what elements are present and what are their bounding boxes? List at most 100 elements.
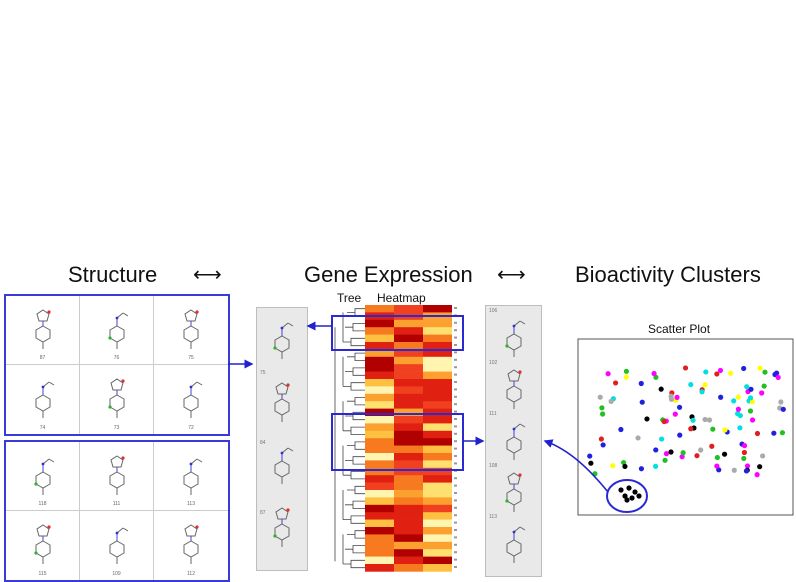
cluster-point <box>636 493 642 499</box>
scatter-point <box>592 471 598 477</box>
scatter-point <box>694 453 700 459</box>
row-label-tick <box>454 536 457 539</box>
heatmap-cell <box>365 438 394 446</box>
scatter-point <box>747 395 754 401</box>
scatter-point <box>703 369 709 375</box>
scatter-point <box>605 371 611 377</box>
heatmap-cell <box>365 512 394 520</box>
heatmap-cell <box>365 305 394 313</box>
heatmap-cell <box>394 438 423 446</box>
row-label-tick <box>454 432 457 435</box>
scatter-point <box>680 450 686 456</box>
compound-id: 87 <box>39 355 46 361</box>
scatter-point <box>588 460 594 466</box>
heatmap-cell <box>423 393 452 402</box>
scatter-plot <box>577 338 794 516</box>
scatter-point <box>599 405 605 411</box>
scatter-point <box>710 426 716 432</box>
heatmap-cell <box>423 467 452 476</box>
heatmap-cell <box>423 386 452 395</box>
scatter-point <box>775 374 781 381</box>
scatter-point <box>714 454 720 461</box>
row-label-tick <box>454 395 457 398</box>
heatmap-cell <box>423 364 452 372</box>
molecule-icon <box>109 527 128 564</box>
scatter-point <box>779 430 786 436</box>
scatter-point <box>778 399 784 405</box>
scatter-point <box>718 394 724 400</box>
heatmap-cell <box>423 327 452 335</box>
scatter-point <box>658 386 664 392</box>
heatmap-cell <box>423 541 452 550</box>
heatmap-cell <box>423 438 452 446</box>
heatmap-label: Heatmap <box>377 291 426 305</box>
row-label-tick <box>454 492 457 494</box>
compound-id: 106 <box>489 308 498 314</box>
scatter-point <box>757 464 763 470</box>
heatmap-cell <box>365 416 394 424</box>
scatter-point <box>747 408 754 414</box>
scatter-point <box>759 390 765 396</box>
heatmap-cell <box>365 364 394 372</box>
scatter-point <box>644 416 650 422</box>
heatmap-cell <box>365 549 394 557</box>
heatmap-cell <box>394 423 423 432</box>
row-label-tick <box>454 351 457 354</box>
molecule-cell: 115 <box>6 511 80 580</box>
scatter-point <box>722 427 728 433</box>
row-label-tick <box>454 484 457 487</box>
scatter-point <box>639 399 645 405</box>
molecule-icon <box>107 312 128 349</box>
row-label-tick <box>454 410 457 413</box>
molecule-cell: 76 <box>80 296 154 365</box>
molecule-icon <box>183 381 203 418</box>
row-label-tick <box>454 566 457 568</box>
heatmap-cell <box>394 490 423 498</box>
scatter-point <box>612 380 619 386</box>
molecule-icon <box>504 320 525 357</box>
row-label-tick <box>454 344 457 346</box>
compound-id: 102 <box>489 359 498 366</box>
row-label-tick <box>454 462 457 465</box>
scatter-point <box>760 453 766 459</box>
double-arrow-icon: ⟷ <box>497 264 526 286</box>
compound-id: 72 <box>188 425 194 431</box>
heatmap-cell <box>394 408 423 417</box>
molecule-icon <box>33 458 54 495</box>
molecule-icon <box>35 381 54 418</box>
molecule-cell: 111 <box>80 442 154 511</box>
scatter-point <box>698 447 704 453</box>
scatter-point <box>762 369 768 375</box>
compound-id: 113 <box>489 514 497 521</box>
cluster-point <box>624 497 630 503</box>
row-label-tick <box>454 447 457 450</box>
heatmap-cell <box>365 534 394 543</box>
heatmap-cell <box>365 327 394 335</box>
heatmap-cell <box>423 549 452 557</box>
heatmap-cell <box>423 416 452 424</box>
cluster-point <box>626 485 632 491</box>
row-label-tick <box>454 321 457 324</box>
row-label-tick <box>454 358 457 361</box>
scatter-point <box>731 398 737 404</box>
scatter-point <box>653 447 659 453</box>
scatter-point <box>771 430 777 436</box>
scatter-point <box>661 418 667 425</box>
scatter-point <box>741 365 747 372</box>
heatmap-cell <box>394 519 423 528</box>
heatmap-cell <box>365 527 394 535</box>
scatter-point <box>737 425 743 431</box>
heatmap-cell <box>365 423 394 432</box>
row-label-tick <box>454 314 457 317</box>
heatmap-cell <box>394 453 423 461</box>
heatmap-cell <box>394 504 423 513</box>
scatter-point <box>743 468 750 474</box>
heatmap-cell <box>394 364 423 372</box>
scatter-point <box>676 404 683 410</box>
row-label-tick <box>454 543 457 546</box>
heatmap-cell <box>365 504 394 513</box>
heatmap-cell <box>423 497 452 506</box>
heatmap-cell <box>423 356 452 365</box>
dendrogram-branches <box>334 308 365 569</box>
heatmap-cell <box>394 327 423 335</box>
